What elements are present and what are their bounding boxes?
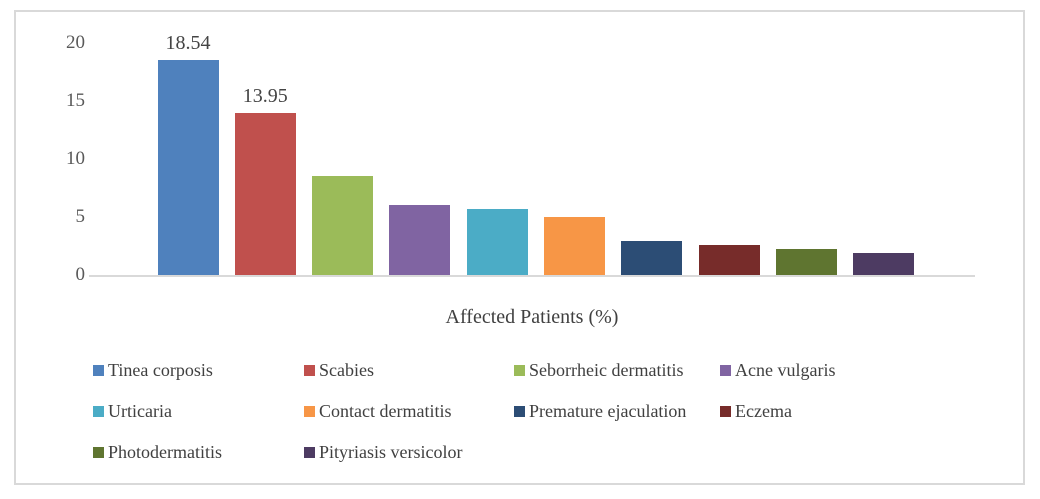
legend-item-contact-dermatitis: Contact dermatitis: [304, 401, 514, 422]
legend-swatch-icon: [304, 406, 315, 417]
y-axis-tick-label: 15: [66, 90, 85, 111]
legend-label: Scabies: [319, 360, 374, 380]
legend-label: Photodermatitis: [108, 442, 222, 462]
bar-photodermatitis: [775, 249, 837, 275]
legend: Tinea corposis Scabies Seborrheic dermatit…: [93, 350, 835, 473]
y-axis-tick-label: 20: [66, 32, 85, 53]
legend-label: Tinea corposis: [108, 360, 213, 380]
legend-label: Pityriasis versicolor: [319, 442, 463, 462]
bar-eczema: [698, 244, 760, 275]
legend-swatch-icon: [93, 406, 104, 417]
bar-acne-vulgaris: [389, 205, 451, 275]
legend-swatch-icon: [93, 447, 104, 458]
legend-item-eczema: Eczema: [720, 401, 835, 422]
bar-tinea-corposis: [157, 59, 219, 275]
legend-item-acne-vulgaris: Acne vulgaris: [720, 360, 835, 381]
y-axis-tick-label: 5: [75, 206, 86, 227]
bar-value-label: 18.54: [165, 31, 211, 54]
legend-item-scabies: Scabies: [304, 360, 514, 381]
legend-item-tinea-corposis: Tinea corposis: [93, 360, 304, 381]
legend-item-seborrheic-dermatitis: Seborrheic dermatitis: [514, 360, 720, 381]
bar-urticaria: [466, 208, 528, 275]
bar-premature-ejaculation: [621, 241, 683, 275]
legend-swatch-icon: [720, 406, 731, 417]
legend-label: Eczema: [735, 401, 792, 421]
legend-label: Premature ejaculation: [529, 401, 687, 421]
x-axis-line: [89, 275, 975, 277]
legend-swatch-icon: [304, 447, 315, 458]
bar-pityriasis-versicolor: [853, 252, 915, 275]
legend-item-urticaria: Urticaria: [93, 401, 304, 422]
bar-scabies: [234, 113, 296, 275]
x-axis-title: Affected Patients (%): [445, 306, 619, 328]
bar-seborrheic-dermatitis: [312, 176, 374, 275]
legend-label: Acne vulgaris: [735, 360, 836, 380]
chart-frame: 0 5 10 15 20 18.54 13.95 Affected Patients (%…: [14, 10, 1025, 485]
legend-item-pityriasis-versicolor: Pityriasis versicolor: [304, 442, 514, 463]
legend-item-premature-ejaculation: Premature ejaculation: [514, 401, 720, 422]
legend-swatch-icon: [93, 365, 104, 376]
y-axis-tick-label: 10: [66, 148, 85, 169]
legend-swatch-icon: [514, 406, 525, 417]
legend-swatch-icon: [514, 365, 525, 376]
legend-swatch-icon: [720, 365, 731, 376]
bar-contact-dermatitis: [544, 217, 605, 275]
legend-label: Seborrheic dermatitis: [529, 360, 684, 380]
legend-label: Contact dermatitis: [319, 401, 452, 421]
legend-label: Urticaria: [108, 401, 172, 421]
legend-item-photodermatitis: Photodermatitis: [93, 442, 304, 463]
bar-value-label: 13.95: [242, 85, 288, 108]
y-axis-tick-label: 0: [75, 264, 86, 285]
legend-swatch-icon: [304, 365, 315, 376]
